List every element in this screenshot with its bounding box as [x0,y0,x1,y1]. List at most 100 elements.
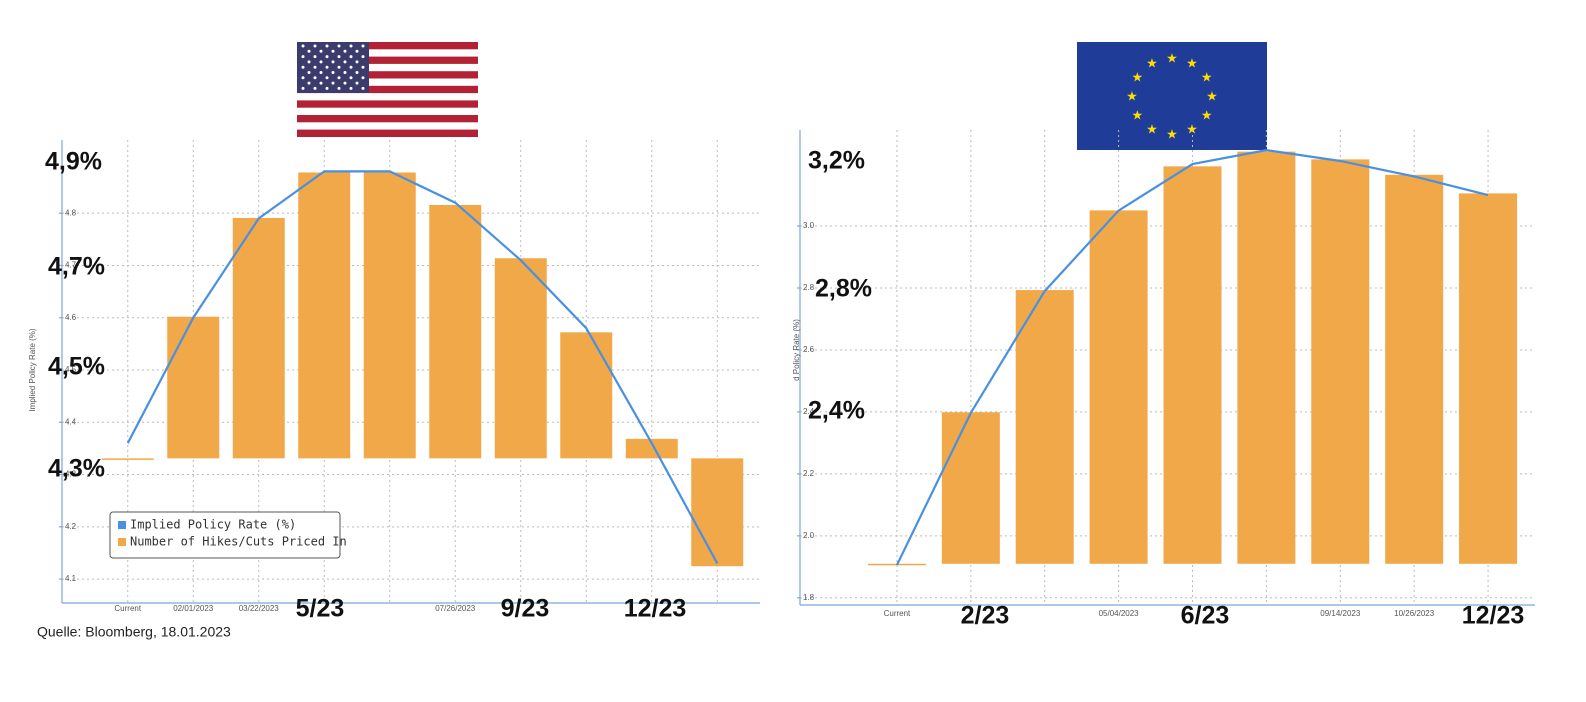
y-tick-label: 4.6 [65,313,77,322]
star [361,76,365,80]
star: ★ [1186,121,1198,136]
us-flag [297,42,478,137]
star [301,44,305,48]
bar [1089,210,1148,564]
star [313,44,317,48]
y-tick-label: 4.7 [65,261,77,270]
y-tick-label: 3.0 [803,221,815,230]
y-tick-label: 4.4 [65,417,77,426]
star [319,49,323,53]
legend-label: Implied Policy Rate (%) [130,518,296,532]
star: ★ [1166,50,1178,65]
star [307,49,311,53]
bar [1311,159,1370,564]
star [343,71,347,74]
star [307,60,311,64]
star [325,44,329,48]
x-tick-label: Current [884,609,911,618]
bar [560,332,613,459]
star [337,44,341,48]
y-tick-label: 2.4 [803,407,815,416]
bar [1237,151,1296,564]
star [343,81,347,85]
star [325,65,329,69]
source: Quelle: Bloomberg, 18.01.2023 [37,624,231,640]
star: ★ [1126,88,1138,103]
star [361,44,365,48]
bar [429,204,482,459]
annotation: 2,4% [808,397,865,425]
bar [101,458,154,460]
star [355,81,359,85]
star [313,76,317,80]
bar [363,172,416,459]
legend-swatch [118,521,126,529]
bar [941,412,1000,564]
star [337,55,341,59]
bar [494,258,547,459]
star [349,44,353,48]
star: ★ [1146,56,1158,71]
bar [1015,290,1074,564]
star [361,86,365,90]
bar [1385,174,1444,564]
star [325,55,329,59]
x-tick-label: 07/26/2023 [435,604,476,613]
annotation: 4,5% [48,353,105,381]
annotation: 9/23 [501,595,550,623]
bar [167,316,220,459]
legend-box [109,511,341,559]
star: ★ [1206,88,1218,103]
annotation: 12/23 [624,595,687,623]
x-tick-label: 02/01/2023 [173,604,214,613]
star [349,86,353,90]
annotation: 2/23 [961,602,1010,630]
star [355,60,359,64]
star: ★ [1132,107,1144,122]
bar [1163,166,1222,564]
x-tick-label: 03/22/2023 [239,604,280,613]
legend-label: Number of Hikes/Cuts Priced In [130,535,347,549]
star [355,49,359,53]
star: ★ [1201,69,1213,84]
y-tick-label: 4.2 [65,522,77,531]
star [337,86,341,90]
star [343,60,347,64]
star [337,76,341,80]
y-tick-label: 2.6 [803,345,815,354]
star [301,65,305,69]
legend-swatch [118,538,126,546]
star: ★ [1146,121,1158,136]
star [331,49,335,53]
bar [691,458,744,567]
x-tick-label: Current [114,604,141,613]
y-axis-label: Implied Policy Rate (%) [28,328,37,411]
y-tick-label: 4.8 [65,208,77,217]
y-tick-label: 1.8 [803,593,815,602]
eu-flag: ★ ★★★★★★★★★★★ [1077,42,1267,150]
star [349,76,353,80]
star: ★ [1186,56,1198,71]
y-tick-label: 4.5 [65,365,77,374]
star [313,55,317,59]
star [325,86,329,90]
star [301,76,305,80]
y-axis-label: d Policy Rate (%) [792,319,801,381]
star [301,55,305,59]
star [331,60,335,64]
star [313,65,317,69]
star [343,49,347,53]
star: ★ [1132,69,1144,84]
x-tick-label: 05/04/2023 [1099,609,1140,618]
annotation: 12/23 [1462,602,1525,630]
star [319,71,323,74]
line-series [126,170,719,564]
star [307,81,311,85]
star [319,60,323,64]
y-tick-label: 4.3 [65,470,77,479]
y-tick-label: 2.0 [803,531,815,540]
bar [625,438,678,459]
star [319,81,323,85]
annotation: 4,7% [48,253,105,281]
